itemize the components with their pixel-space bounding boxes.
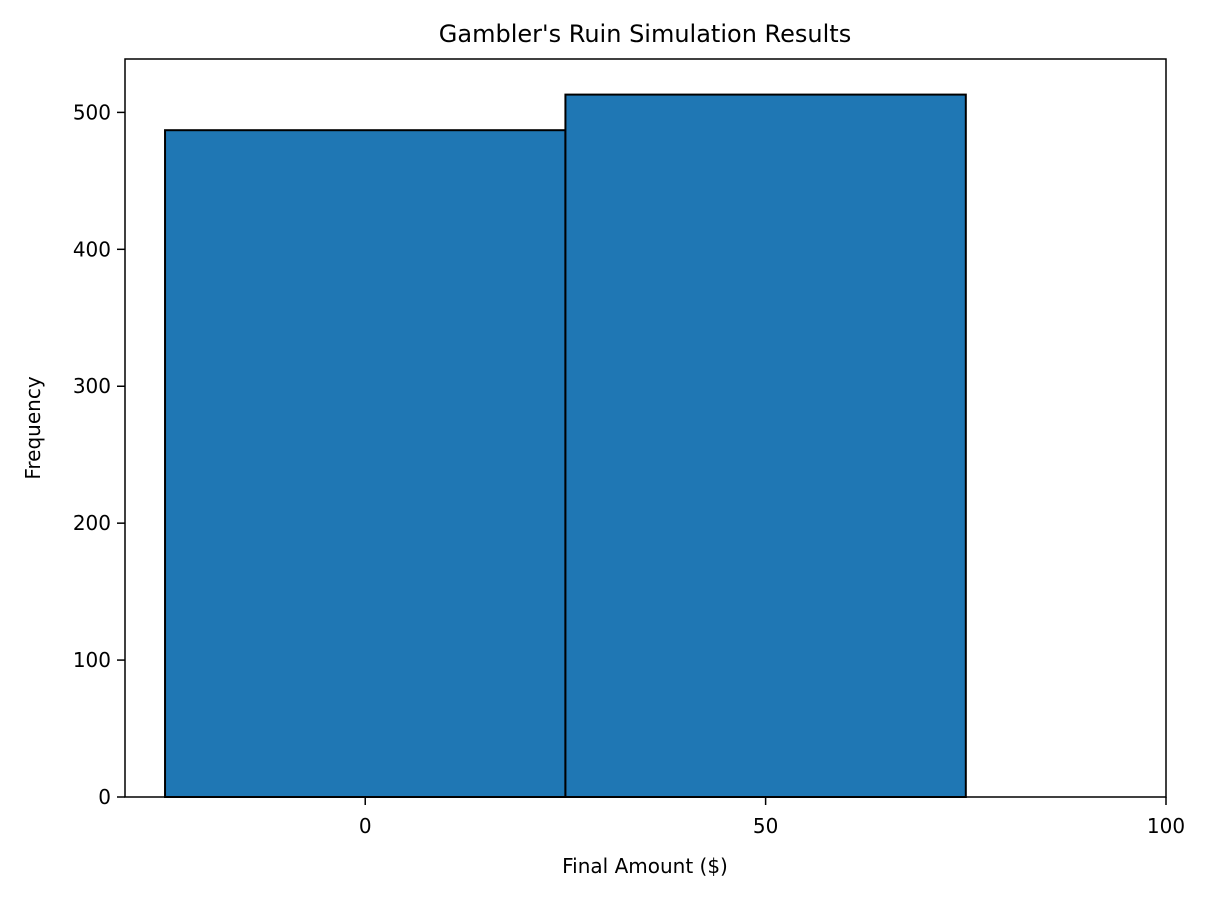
y-axis-ticks: 0 100 200 300 400 500	[73, 100, 125, 809]
y-tick-label: 300	[73, 374, 111, 398]
y-tick-label: 400	[73, 237, 111, 261]
y-tick-label: 200	[73, 511, 111, 535]
x-tick-label: 50	[753, 814, 778, 838]
x-tick-label: 100	[1147, 814, 1185, 838]
x-axis-label: Final Amount ($)	[562, 854, 728, 878]
y-tick-label: 500	[73, 100, 111, 124]
bars-group	[164, 93, 967, 799]
plot-frame	[124, 58, 1167, 798]
y-tick-label: 100	[73, 648, 111, 672]
x-axis-ticks: 0 50 100	[359, 797, 1185, 838]
histogram-bar-2	[564, 93, 967, 799]
chart-title: Gambler's Ruin Simulation Results	[439, 20, 851, 48]
y-tick-label: 0	[98, 785, 111, 809]
y-axis-label: Frequency	[21, 376, 45, 479]
histogram-bar-1	[164, 129, 567, 799]
x-tick-label: 0	[359, 814, 372, 838]
